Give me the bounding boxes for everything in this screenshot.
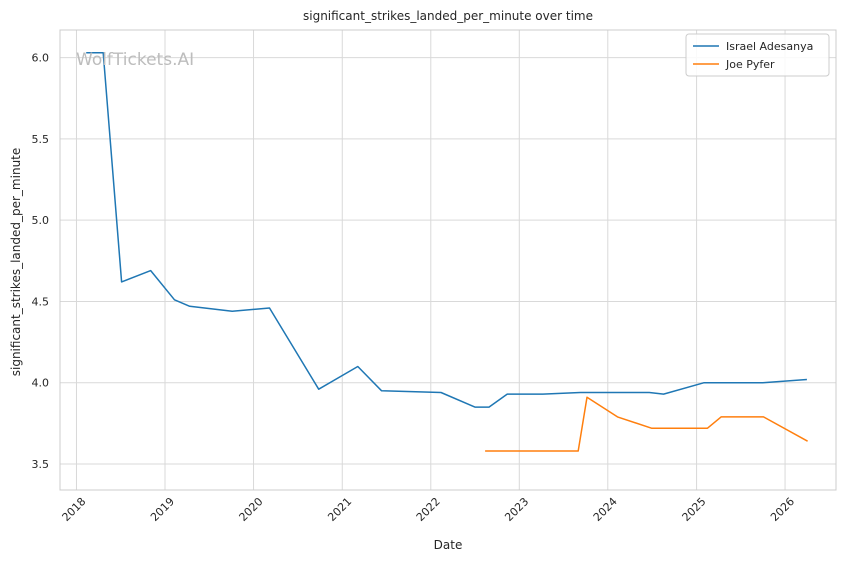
y-axis-label: significant_strikes_landed_per_minute <box>9 148 23 377</box>
y-tick-label: 4.0 <box>32 377 50 390</box>
y-tick-label: 6.0 <box>32 52 50 65</box>
legend-label-israel-adesanya: Israel Adesanya <box>726 40 813 53</box>
y-tick-label: 3.5 <box>32 458 50 471</box>
watermark-text: WolfTickets.AI <box>76 50 194 70</box>
y-tick-label: 5.5 <box>32 133 50 146</box>
plot-frame <box>59 29 837 491</box>
y-axis-ticks: 3.5 4.0 4.5 5.0 5.5 6.0 <box>32 52 50 471</box>
legend: Israel Adesanya Joe Pyfer <box>685 33 830 77</box>
chart-title: significant_strikes_landed_per_minute ov… <box>303 9 593 23</box>
series-lines <box>86 52 808 452</box>
legend-box <box>685 33 830 77</box>
y-tick-label: 5.0 <box>32 214 50 227</box>
legend-label-joe-pyfer: Joe Pyfer <box>725 58 775 71</box>
x-axis-label: Date <box>434 538 463 552</box>
series-line-israel-adesanya <box>86 52 807 408</box>
y-tick-label: 4.5 <box>32 295 50 308</box>
series-line-joe-pyfer <box>485 396 808 452</box>
